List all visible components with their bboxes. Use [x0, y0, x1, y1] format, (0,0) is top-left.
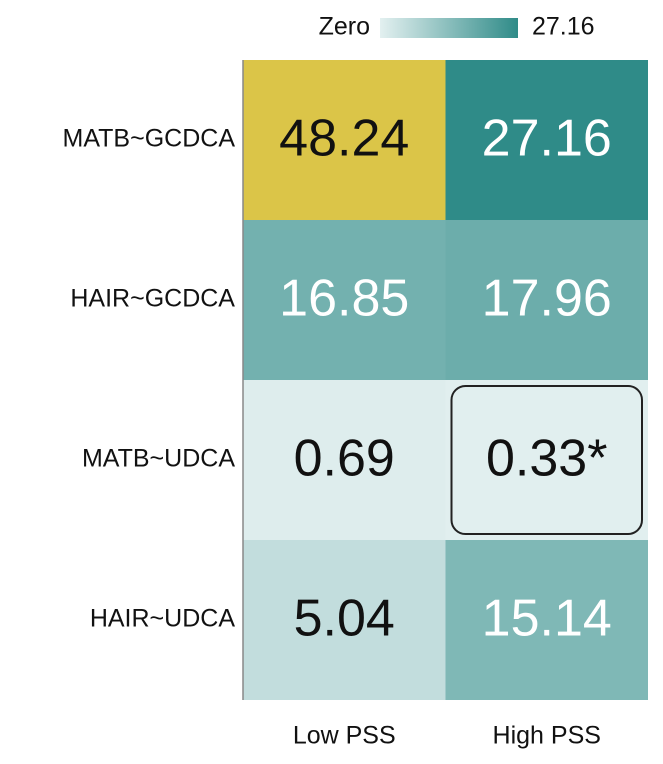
cell-value: 5.04 [294, 590, 395, 648]
colorbar-label: Zero [319, 13, 370, 41]
cell-value: 0.33* [486, 430, 607, 488]
cell-value: 17.96 [482, 270, 612, 328]
row-label: MATB~GCDCA [63, 125, 236, 153]
heatmap-cell [445, 540, 648, 700]
heatmap-cell [243, 60, 446, 220]
row-label: HAIR~UDCA [90, 605, 235, 633]
row-label: HAIR~GCDCA [70, 285, 235, 313]
cell-value: 16.85 [279, 270, 409, 328]
cell-value: 48.24 [279, 110, 409, 168]
cell-value: 27.16 [482, 110, 612, 168]
heatmap-cell [445, 60, 648, 220]
heatmap-cell [243, 540, 446, 700]
cell-value: 15.14 [482, 590, 612, 648]
column-label: Low PSS [293, 722, 396, 750]
heatmap-cell [243, 380, 446, 540]
heatmap-cell [445, 380, 648, 540]
colorbar [380, 18, 518, 38]
highlight-box [450, 385, 643, 535]
heatmap-cell [445, 220, 648, 380]
cell-value: 0.69 [294, 430, 395, 488]
colorbar-label: 27.16 [532, 13, 595, 41]
heatmap-cell [243, 220, 446, 380]
column-label: High PSS [493, 722, 601, 750]
row-label: MATB~UDCA [82, 445, 235, 473]
